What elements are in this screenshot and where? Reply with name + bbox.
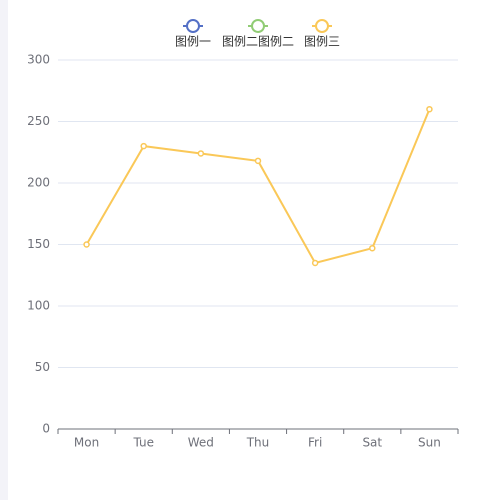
x-tick-label: Tue: [132, 436, 154, 450]
legend-icon[interactable]: [251, 19, 265, 33]
point: [369, 244, 376, 252]
legend-icon[interactable]: [186, 19, 200, 33]
y-tick-label: 100: [27, 299, 50, 313]
point: [254, 157, 262, 165]
point: [197, 150, 205, 157]
x-tick-label: Sun: [418, 436, 441, 450]
y-tick-label: 50: [35, 360, 50, 374]
point: [311, 259, 319, 267]
x-tick-label: Sat: [362, 436, 382, 450]
x-tick-label: Mon: [74, 436, 99, 450]
legend-label[interactable]: 图例一: [175, 35, 211, 49]
y-tick-label: 0: [42, 422, 50, 436]
y-tick-label: 250: [27, 114, 50, 128]
y-tick-label: 300: [27, 53, 50, 67]
y-tick-label: 200: [27, 176, 50, 190]
side-strip: [0, 0, 8, 500]
point: [83, 241, 90, 248]
legend-label[interactable]: 图例三: [304, 35, 340, 49]
x-tick-label: Wed: [188, 436, 214, 450]
point: [426, 105, 433, 113]
legend-label[interactable]: 图例二图例二: [222, 35, 294, 49]
legend-icon[interactable]: [315, 19, 329, 33]
y-tick-label: 150: [27, 237, 50, 251]
x-tick-label: Fri: [308, 436, 322, 450]
point: [140, 142, 147, 150]
x-tick-label: Thu: [246, 436, 270, 450]
series-line: [85, 108, 431, 265]
